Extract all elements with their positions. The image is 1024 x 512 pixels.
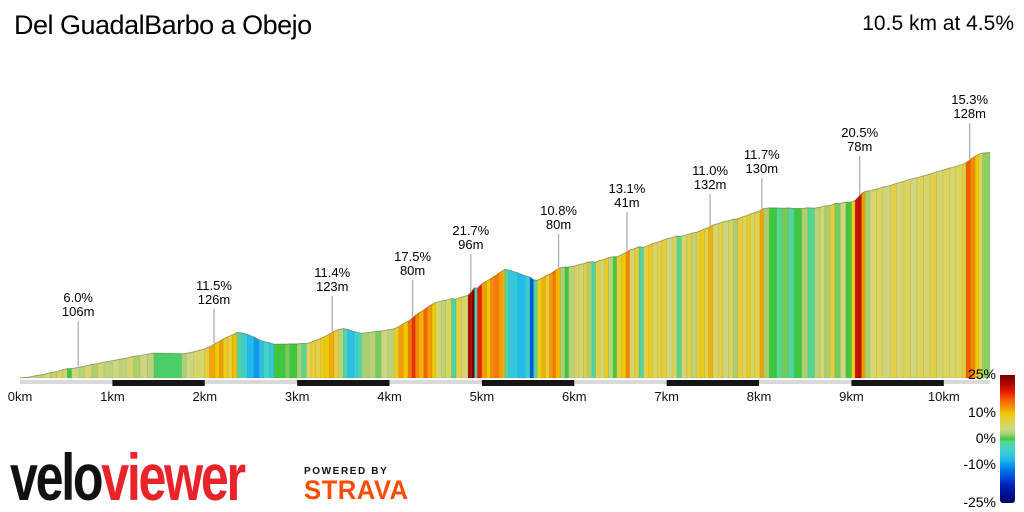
gradient-annotation: 20.5% 78m [841,125,879,154]
gradient-scale-label: 25% [967,366,996,382]
gradient-scale-label: 10% [967,404,996,421]
powered-by-label: POWERED BY [304,466,389,477]
gradient-annotation: 15.3% 128m [951,92,989,121]
logo-viewer: viewer [101,440,246,512]
x-axis-tick: 1km [100,389,125,404]
gradient-annotation: 13.1% 41m [608,181,646,210]
logo-velo: velo [10,440,104,512]
x-axis-tick: 8km [746,389,772,404]
veloviewer-logo[interactable]: veloviewer [10,444,246,510]
x-axis-tick: 6km [561,389,587,404]
gradient-annotation: 11.4% 123m [314,265,351,294]
x-axis-tick: 3km [284,389,310,404]
gradient-annotation: 6.0% 106m [61,290,95,319]
page-title: Del GuadalBarbo a Obejo [14,10,312,40]
x-axis-tick: 2km [192,389,218,404]
gradient-annotation: 11.7% 130m [743,147,780,176]
x-axis-tick: 10km [927,389,960,404]
x-axis-tick: 9km [839,389,864,404]
x-axis-tick: 0km [7,389,33,404]
strava-logo: STRAVA [304,475,409,505]
gradient-annotation: 11.0% 132m [692,163,729,192]
strava-attribution[interactable]: POWERED BY STRAVA [304,466,414,505]
gradient-annotation: 10.8% 80m [540,203,577,232]
x-axis-tick: 7km [654,389,679,404]
gradient-annotation: 21.7% 96m [452,223,490,252]
x-axis-tick: 5km [469,389,495,404]
gradient-scale-label: -25% [963,494,996,510]
gradient-annotation: 17.5% 80m [394,249,432,278]
distance-gradient-summary: 10.5 km at 4.5% [862,12,1014,35]
gradient-color-scale [1000,375,1015,503]
gradient-scale-label: 0% [975,430,996,446]
gradient-scale-label: -10% [963,455,996,472]
gradient-annotation: 11.5% 126m [196,278,232,307]
x-axis-tick: 4km [377,389,402,404]
